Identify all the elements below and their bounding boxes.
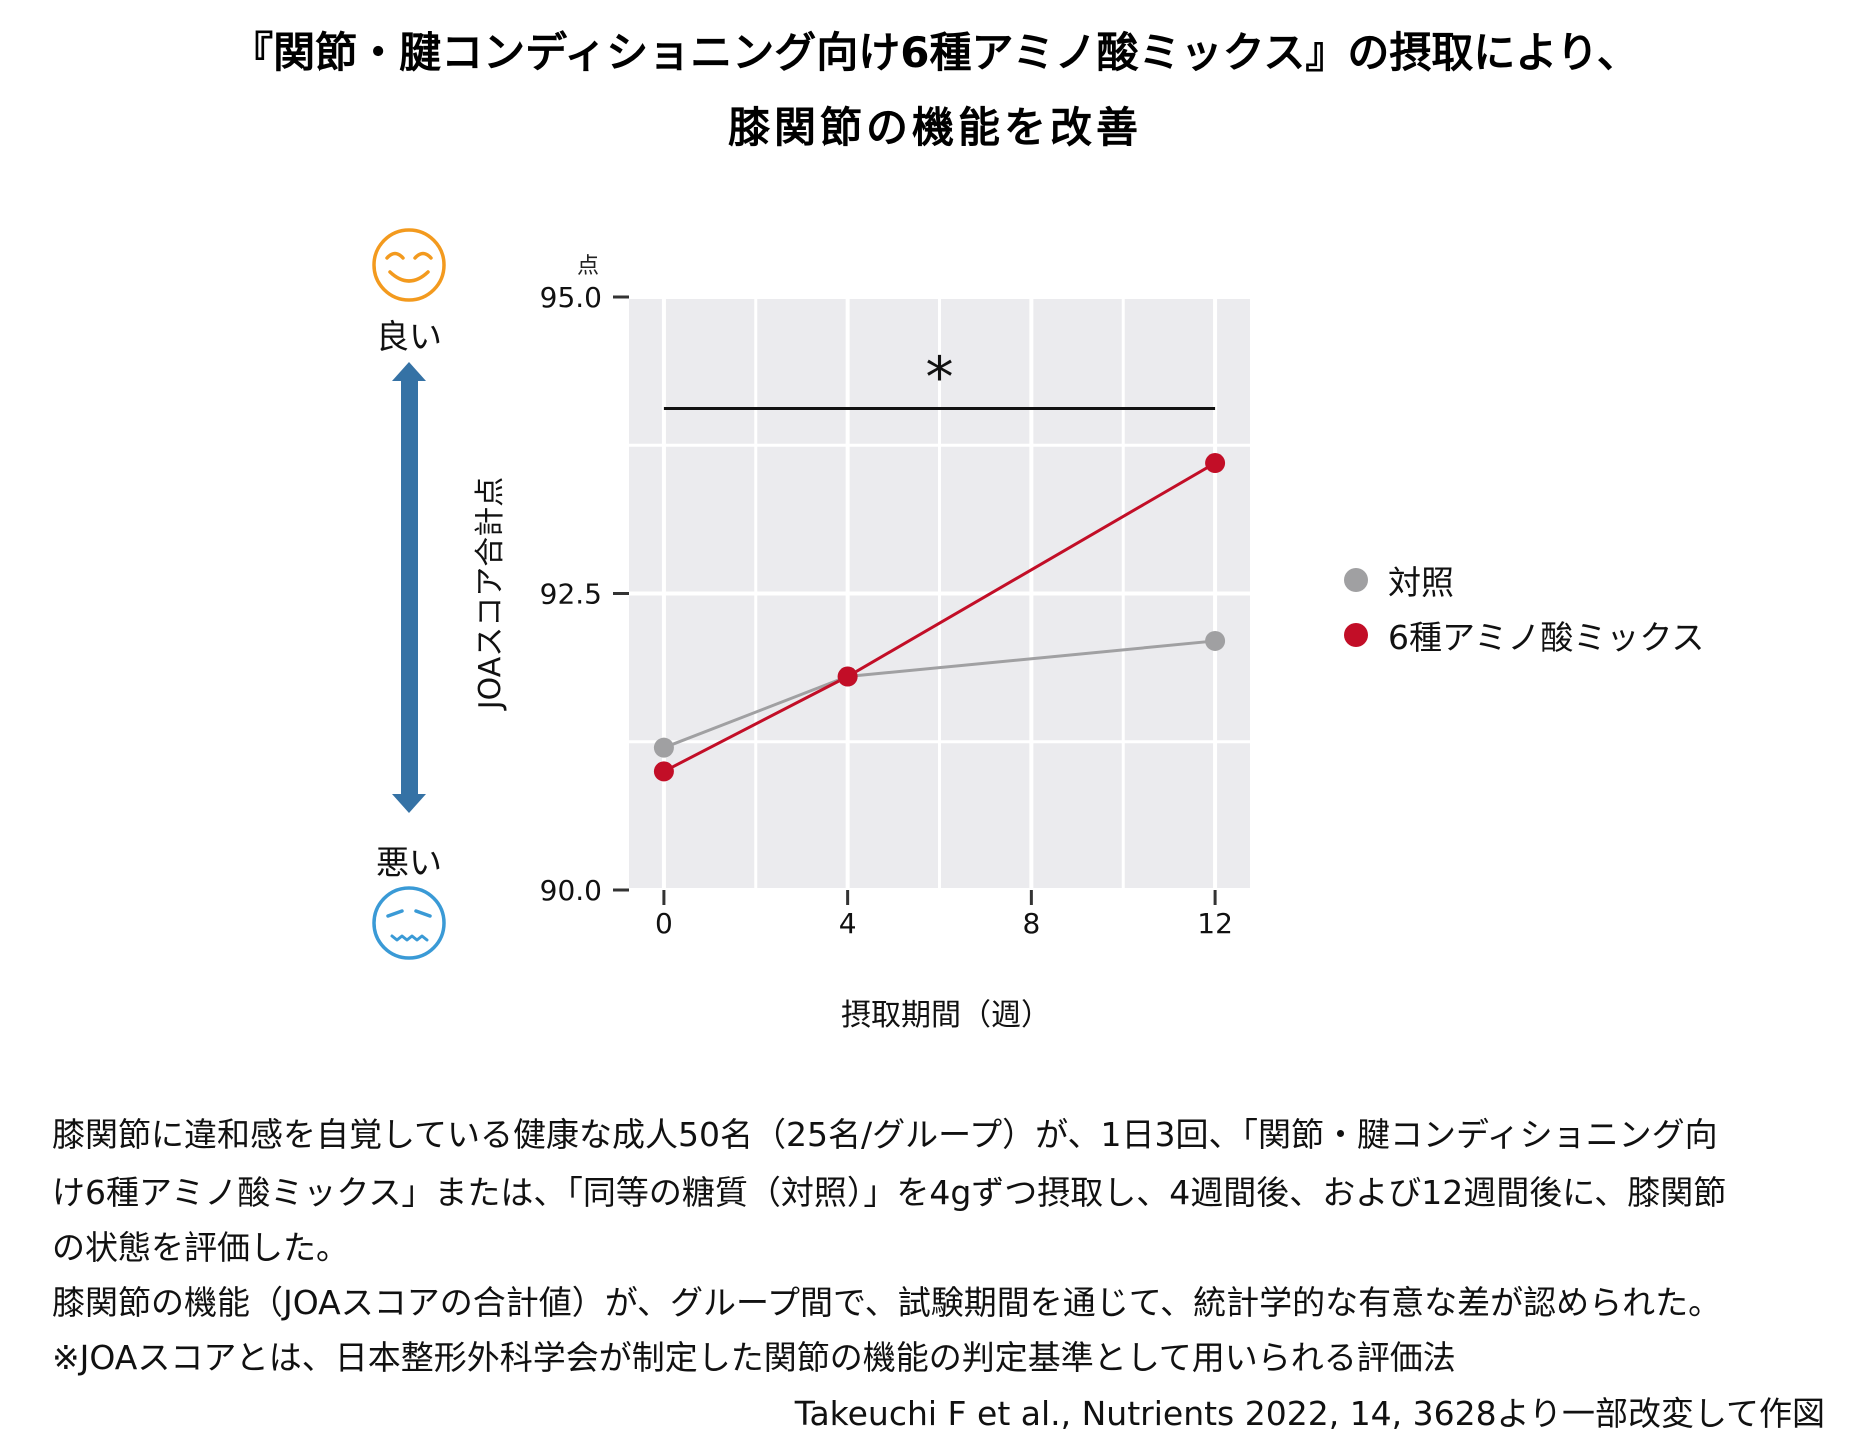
description-line-2: け6種アミノ酸ミックス」または、「同等の糖質（対照）」を4gずつ摂取し、4週間後… bbox=[52, 1173, 1727, 1212]
legend-item-amino-mix: 6種アミノ酸ミックス bbox=[1344, 607, 1704, 662]
chart-title-line-2: 膝関節の機能を改善 bbox=[727, 103, 1142, 152]
data-series bbox=[653, 453, 1226, 782]
x-tick-label: 4 bbox=[839, 907, 857, 940]
data-point bbox=[837, 666, 858, 687]
chart-title-line-1: 『関節・腱コンディショニング向け6種アミノ酸ミックス』の摂取により、 bbox=[231, 28, 1639, 77]
x-tick-label: 8 bbox=[1022, 907, 1040, 940]
good-label: 良い bbox=[376, 317, 442, 356]
bad-label: 悪い bbox=[376, 843, 442, 882]
data-point bbox=[653, 761, 674, 782]
legend-marker-red bbox=[1344, 622, 1368, 647]
chart-legend: 対照 6種アミノ酸ミックス bbox=[1344, 552, 1704, 662]
description-line-3: の状態を評価した。 bbox=[52, 1228, 349, 1267]
citation: Takeuchi F et al., Nutrients 2022, 14, 3… bbox=[794, 1394, 1825, 1433]
y-tick-label: 92.5 bbox=[540, 578, 602, 611]
data-point bbox=[1205, 453, 1226, 474]
y-axis-title: JOAスコア合計点 bbox=[473, 477, 508, 711]
description-line-5: ※JOAスコアとは、日本整形外科学会が制定した関節の機能の判定基準として用いられ… bbox=[52, 1338, 1456, 1377]
line-chart: 90.0 92.5 95.0 0 4 8 12 * 点 JOAスコア合計点 摂取期間（週） bbox=[372, 228, 1250, 1033]
smiling-face-icon bbox=[372, 228, 446, 302]
significance-annotation: * bbox=[663, 345, 1216, 410]
x-tick-label: 0 bbox=[655, 907, 673, 940]
worried-face-icon bbox=[372, 886, 446, 960]
data-point bbox=[653, 737, 674, 758]
description-line-4: 膝関節の機能（JOAスコアの合計値）が、グループ間で、試験期間を通じて、統計学的… bbox=[52, 1283, 1722, 1322]
legend-label: 対照 bbox=[1388, 562, 1454, 602]
legend-label: 6種アミノ酸ミックス bbox=[1388, 617, 1705, 657]
significance-asterisk: * bbox=[926, 345, 954, 410]
double-arrow-vertical-icon bbox=[392, 362, 426, 813]
data-point bbox=[1205, 630, 1226, 651]
y-tick-label: 90.0 bbox=[540, 874, 602, 907]
axes: 90.0 92.5 95.0 0 4 8 12 bbox=[540, 281, 1233, 940]
y-tick-label: 95.0 bbox=[540, 281, 602, 314]
description-line-1: 膝関節に違和感を自覚している健康な成人50名（25名/グループ）が、1日3回、「… bbox=[52, 1115, 1718, 1154]
legend-item-control: 対照 bbox=[1344, 552, 1704, 607]
x-axis-title: 摂取期間（週） bbox=[841, 998, 1051, 1033]
gridlines bbox=[629, 295, 1250, 892]
x-tick-label: 12 bbox=[1197, 907, 1233, 940]
y-axis-unit: 点 bbox=[577, 254, 599, 279]
legend-marker-gray bbox=[1344, 567, 1368, 592]
